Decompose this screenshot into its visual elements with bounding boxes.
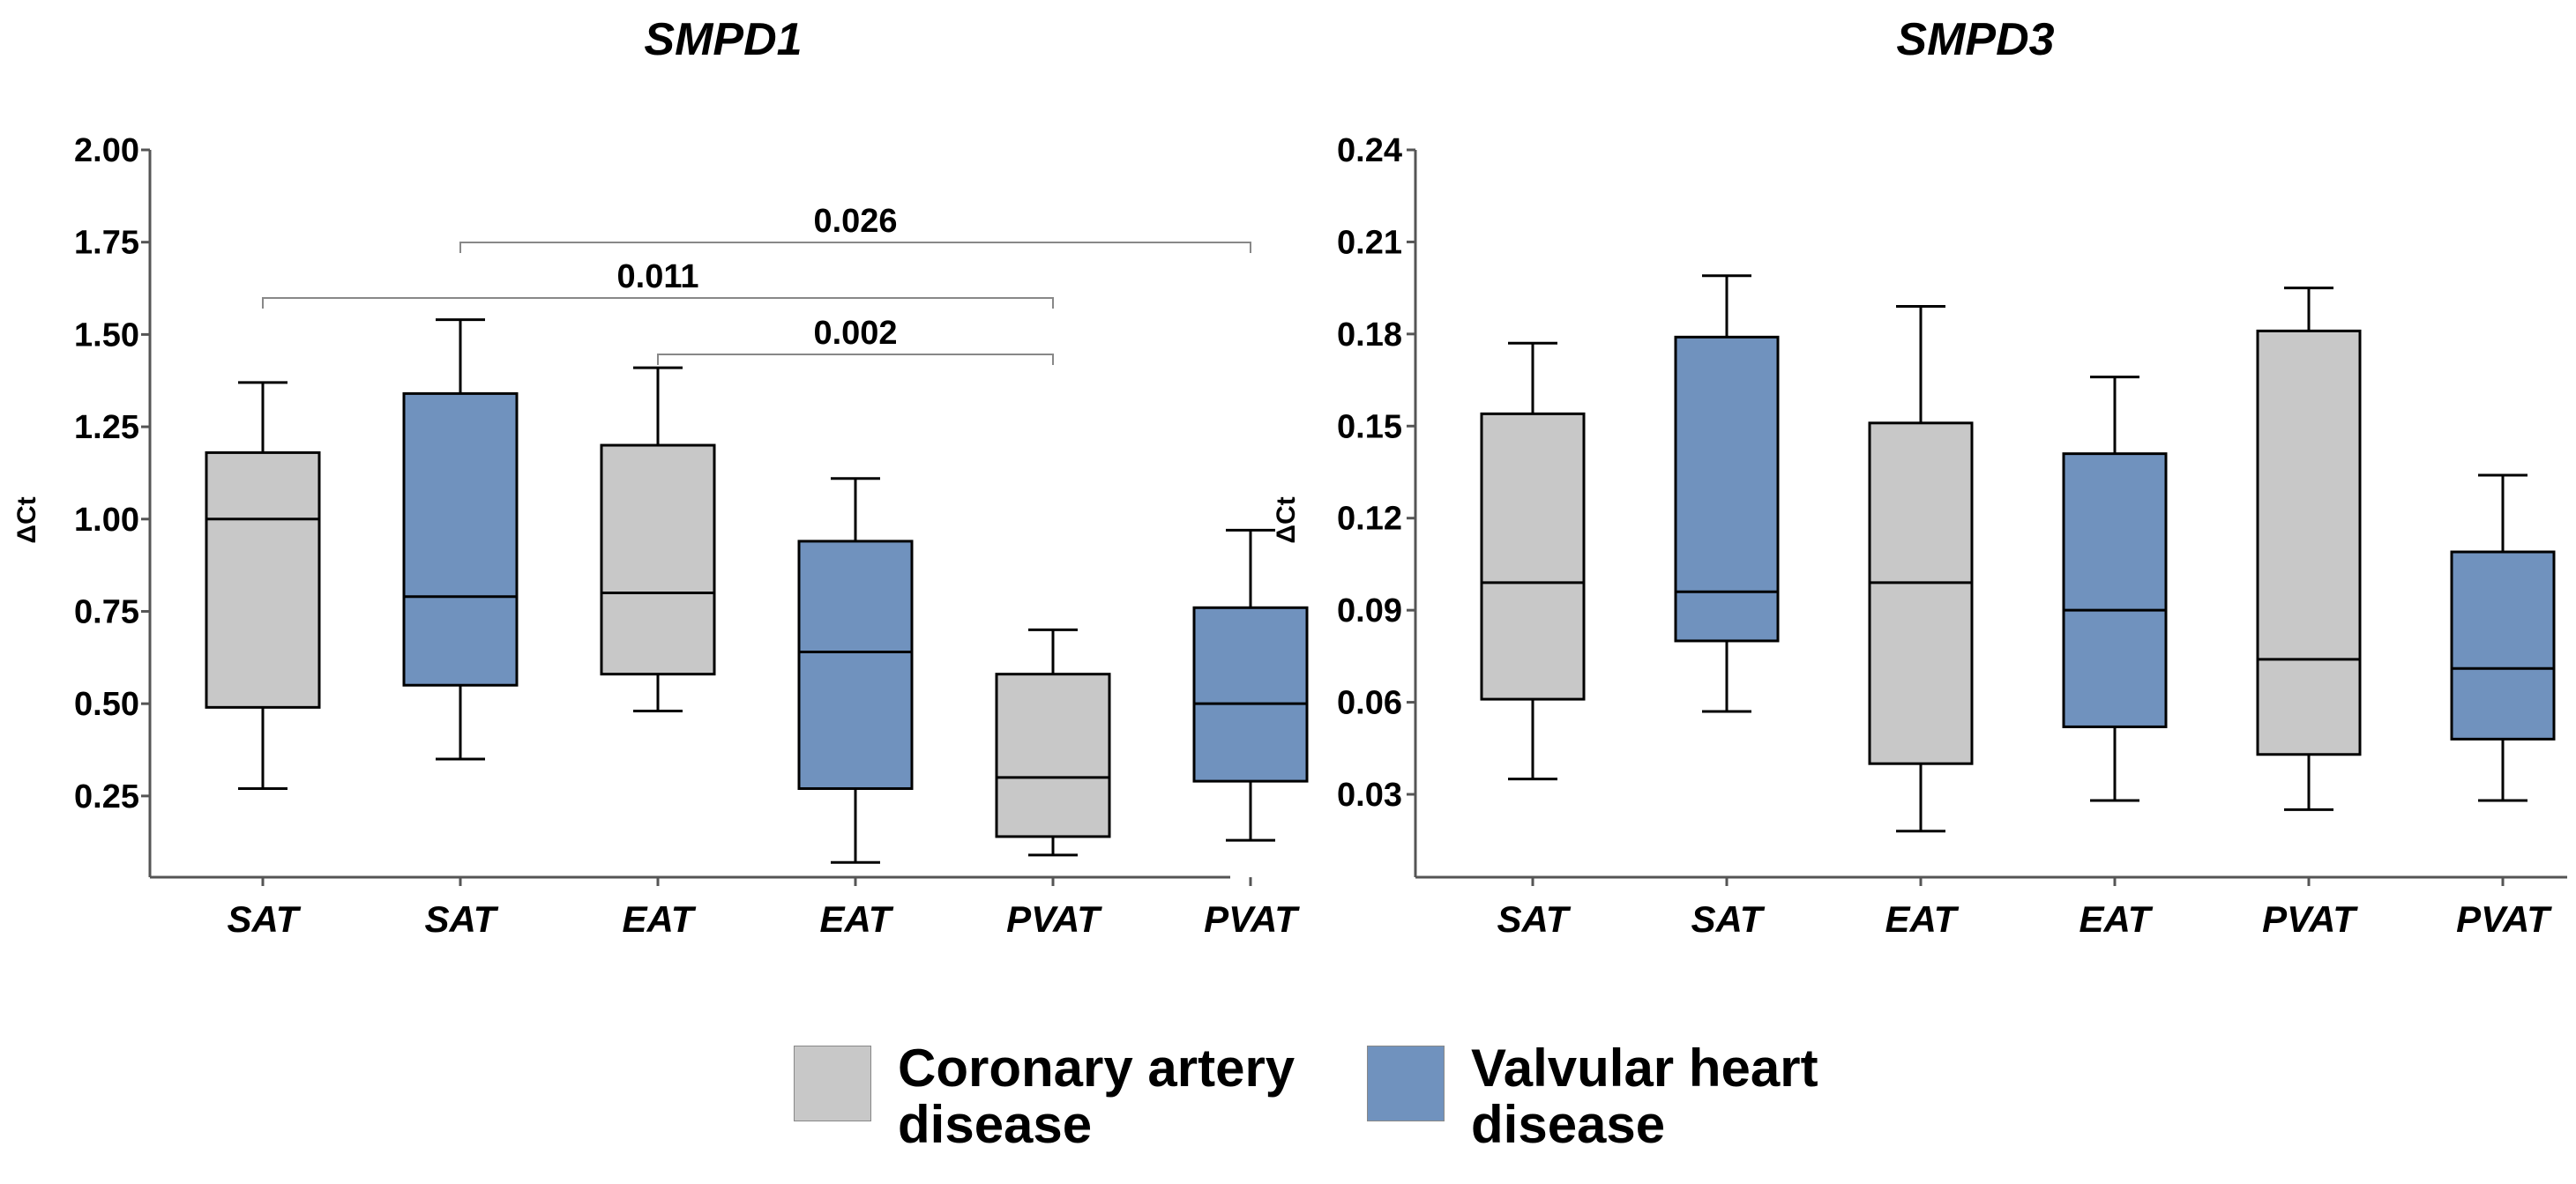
x-tick-label: SAT [1497,898,1572,940]
y-tick-label: 2.00 [74,132,139,169]
y-tick-label: 0.25 [74,778,139,815]
x-tick-label: EAT [623,898,697,940]
x-tick-label: PVAT [2262,898,2358,940]
box-eat-vhd [2062,376,2168,802]
legend-label-vhd: Valvular heart disease [1471,1040,1818,1153]
box-iqr [600,443,716,676]
box-iqr [402,391,519,687]
bracket-line [262,297,1054,309]
box-iqr [2256,329,2362,756]
significance-bracket: 0.026 [459,203,1251,253]
legend-item-vhd: Valvular heart disease [1367,1040,1818,1153]
chart-panel-1: SMPD1 0.25 0.50 0.75 1.00 1.25 1.50 1.75 2.00 ΔCt… [12,14,1309,940]
box-eat-cad [600,366,716,713]
y-tick-label: 0.15 [1337,408,1402,445]
y-tick-label: 0.50 [74,686,139,723]
box-pvat-cad [2256,287,2362,811]
y-tick-label: 0.03 [1337,777,1402,814]
legend-label-cad: Coronary artery disease [898,1040,1295,1153]
legend-swatch-vhd [1367,1046,1445,1121]
x-tick-label: SAT [425,898,499,940]
legend-swatch-cad [794,1046,871,1121]
box-iqr [205,451,321,709]
p-value-label: 0.002 [813,315,897,352]
box-iqr [995,673,1111,838]
y-tick-label: 1.50 [74,316,139,354]
chart-panel-2: SMPD3 0.03 0.06 0.09 0.12 0.15 0.18 0.21 0.24 ΔCt… [1272,14,2567,940]
box-iqr [1868,421,1974,765]
legend-label-vhd-line2: disease [1471,1095,1666,1154]
x-tick-label: SAT [1691,898,1766,940]
y-tick-label: 1.75 [74,225,139,262]
box-iqr [1480,412,1586,701]
y-tick-label: 0.12 [1337,501,1402,538]
bracket-line [657,354,1054,365]
box-sat-cad [1480,341,1586,781]
chart-title: SMPD3 [1896,14,2054,65]
x-tick-label: SAT [228,898,302,940]
box-eat-vhd [797,477,914,864]
box-pvat-cad [995,628,1111,857]
box-iqr [797,540,914,790]
y-axis-label: ΔCt [1272,496,1301,543]
y-tick-label: 1.00 [74,502,139,539]
chart-title: SMPD1 [644,14,802,65]
y-axis-label: ΔCt [12,496,41,543]
x-tick-label: PVAT [1006,898,1102,940]
bracket-line [459,242,1251,253]
legend-label-cad-line2: disease [898,1095,1093,1154]
box-iqr [2450,550,2556,741]
y-tick-label: 0.06 [1337,685,1402,722]
box-pvat-vhd [2450,473,2556,802]
significance-bracket: 0.002 [657,315,1054,365]
y-tick-label: 0.09 [1337,592,1402,629]
p-value-label: 0.011 [617,258,699,295]
x-tick-label: EAT [2079,898,2154,940]
y-tick-label: 1.25 [74,409,139,446]
y-tick-label: 0.21 [1337,224,1402,261]
legend-label-cad-line1: Coronary artery [898,1039,1295,1098]
box-sat-vhd [402,318,519,761]
legend-label-vhd-line1: Valvular heart [1471,1039,1818,1098]
significance-bracket: 0.011 [262,258,1054,309]
box-eat-cad [1868,305,1974,833]
y-tick-label: 0.18 [1337,316,1402,354]
y-tick-label: 0.75 [74,593,139,630]
box-iqr [2062,452,2168,728]
legend: Coronary artery disease Valvular heart d… [794,1040,2028,1173]
x-tick-label: EAT [1885,898,1960,940]
box-iqr [1192,606,1309,783]
x-tick-label: PVAT [1204,898,1300,940]
x-tick-label: PVAT [2456,898,2552,940]
box-sat-cad [205,381,321,790]
y-tick-label: 0.24 [1337,132,1402,169]
box-pvat-vhd [1192,528,1309,842]
box-sat-vhd [1674,274,1780,713]
p-value-label: 0.026 [813,203,897,240]
x-tick-label: EAT [820,898,894,940]
box-iqr [1674,335,1780,643]
legend-item-cad: Coronary artery disease [794,1040,1295,1153]
